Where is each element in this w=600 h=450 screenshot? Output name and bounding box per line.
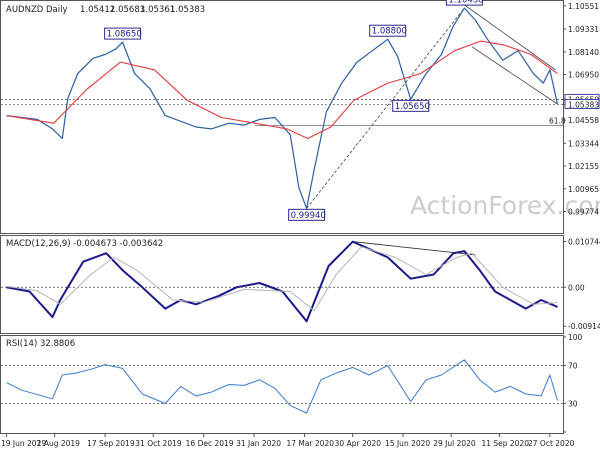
x-tick-label-7: 30 Apr 2020 (335, 439, 382, 448)
macd-panel-title: MACD(12,26,9) -0.004673 -0.003642 (6, 239, 163, 249)
ohlc-high: 1.05683 (110, 5, 145, 15)
level-label-0: 1.08650 (107, 30, 142, 40)
macd-chart (1, 240, 563, 323)
ohlc-readout: 1.05412 1.05683 1.05361 1.05383 (80, 5, 205, 15)
price-y-tick-1: 1.09331 (568, 25, 599, 34)
x-tick-label-9: 29 Jul 2020 (433, 439, 476, 448)
x-tick-label-0: 19 Jun 2019 (1, 439, 46, 448)
macd-y-tick-2: -0.009148 (568, 322, 600, 331)
macd-y-tick-0: 0.010744 (568, 237, 600, 246)
level-label-4: 0.99940 (291, 211, 326, 221)
rsi-y-tick-2: 30 (568, 400, 578, 409)
x-tick-label-3: 31 Oct 2019 (135, 439, 182, 448)
level-label-2: 1.10430 (448, 0, 483, 6)
price-trendline-2 (471, 46, 558, 105)
x-tick-label-10: 11 Sep 2020 (481, 439, 529, 448)
price-y-tick-8: 1.02155 (568, 162, 599, 171)
price-y-tick-0: 1.10551 (568, 2, 599, 11)
price-series-price (6, 7, 559, 209)
level-label-box-1 (369, 24, 407, 37)
ohlc-open: 1.05412 (80, 5, 115, 15)
watermark: ActionForex.com (410, 191, 600, 220)
rsi-panel-title: RSI(14) 32.8806 (6, 339, 75, 349)
price-series-moving-average (6, 40, 558, 140)
price-chart: 61.8 1.08650 1.08800 1.10430 1.05650 0.99940 (1, 0, 566, 221)
price-trendline-1 (464, 4, 556, 71)
level-label-3: 1.05650 (395, 102, 430, 112)
rsi-y-tick-1: 70 (568, 362, 578, 371)
x-tick-label-6: 17 Mar 2020 (286, 439, 334, 448)
macd-y-axis: 0.010744 0.00 -0.009148 (563, 237, 600, 331)
price-y-tick-3: 1.06950 (568, 71, 599, 80)
rsi-panel-frame (0, 335, 564, 434)
x-tick-label-4: 16 Dec 2019 (186, 439, 234, 448)
x-tick-label-11: 27 Oct 2020 (528, 439, 575, 448)
x-tick-label-5: 31 Jan 2020 (236, 439, 281, 448)
macd-panel-frame (0, 235, 564, 334)
macd-series-signal (6, 246, 558, 312)
price-tag-box-5 (564, 99, 600, 109)
price-y-tick-2: 1.08140 (568, 48, 599, 57)
price-trendline-0 (306, 7, 465, 209)
level-label-box-3 (392, 99, 430, 112)
price-panel-title: AUDNZD Daily (6, 5, 68, 15)
ohlc-low: 1.05361 (140, 5, 175, 15)
price-y-tick-6: 1.04558 (568, 116, 599, 125)
ohlc-close: 1.05383 (170, 5, 205, 15)
fib-618-label: 61.8 (549, 117, 566, 126)
rsi-y-axis: 100 70 30 (563, 333, 583, 433)
macd-y-tick-1: 0.00 (568, 283, 585, 292)
level-label-box-2 (445, 0, 483, 6)
price-panel-frame (0, 0, 564, 234)
price-y-tick-10: 0.99774 (568, 208, 599, 217)
price-y-tick-7: 1.03344 (568, 139, 599, 148)
price-y-tick-9: 1.00965 (568, 185, 599, 194)
macd-series-macd (6, 240, 558, 323)
level-label-1: 1.08800 (372, 27, 407, 37)
x-tick-label-2: 17 Sep 2019 (87, 439, 135, 448)
level-label-box-4 (288, 208, 326, 221)
rsi-chart (1, 359, 563, 414)
price-y-axis: 1.105511.093311.081401.069501.056501.053… (563, 2, 600, 217)
level-label-box-0 (104, 27, 142, 40)
x-tick-label-8: 15 Jun 2020 (385, 439, 430, 448)
rsi-series-rsi (6, 359, 558, 414)
rsi-y-tick-0: 100 (568, 333, 583, 342)
x-tick-label-1: 2 Aug 2019 (37, 439, 80, 448)
price-y-tick-5: 1.05383 (568, 100, 599, 109)
